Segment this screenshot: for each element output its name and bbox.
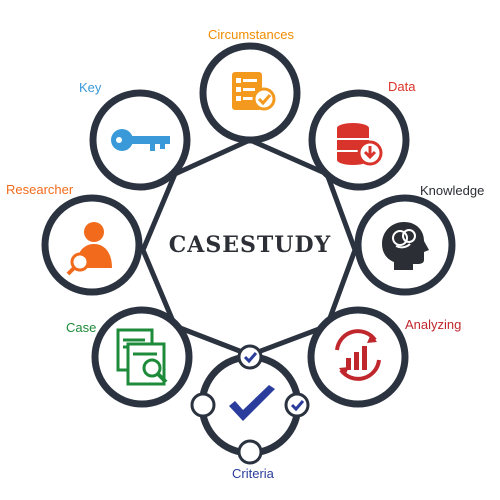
criteria-dot-bottom: [237, 439, 263, 465]
label-analyzing: Analyzing: [405, 317, 462, 332]
node-data[interactable]: [308, 89, 410, 191]
checkmark-icon: [229, 385, 275, 421]
label-circumstances: Circumstances: [208, 27, 294, 42]
node-knowledge[interactable]: [354, 194, 456, 296]
node-case[interactable]: [91, 306, 193, 408]
database-download-icon: [337, 123, 383, 166]
checklist-icon: [232, 72, 276, 111]
node-criteria[interactable]: [190, 344, 310, 465]
node-circumstances[interactable]: [199, 42, 301, 144]
criteria-check-right: [284, 392, 310, 418]
brain-head-icon: [382, 222, 429, 270]
label-key: Key: [79, 80, 102, 95]
node-key[interactable]: [89, 89, 191, 191]
criteria-dot-left: [190, 392, 216, 418]
key-icon: [111, 129, 170, 151]
center-title: CASESTUDY: [168, 232, 332, 258]
chart-cycle-icon: [335, 329, 381, 381]
user-search-icon: [66, 222, 112, 276]
label-criteria: Criteria: [232, 466, 274, 481]
label-data: Data: [388, 79, 416, 94]
label-case: Case: [66, 320, 97, 335]
node-researcher[interactable]: [41, 194, 143, 296]
label-knowledge: Knowledge: [420, 183, 485, 198]
node-analyzing[interactable]: [307, 306, 409, 408]
criteria-check-top: [237, 344, 263, 370]
label-researcher: Researcher: [6, 182, 74, 197]
document-search-icon: [116, 328, 168, 386]
